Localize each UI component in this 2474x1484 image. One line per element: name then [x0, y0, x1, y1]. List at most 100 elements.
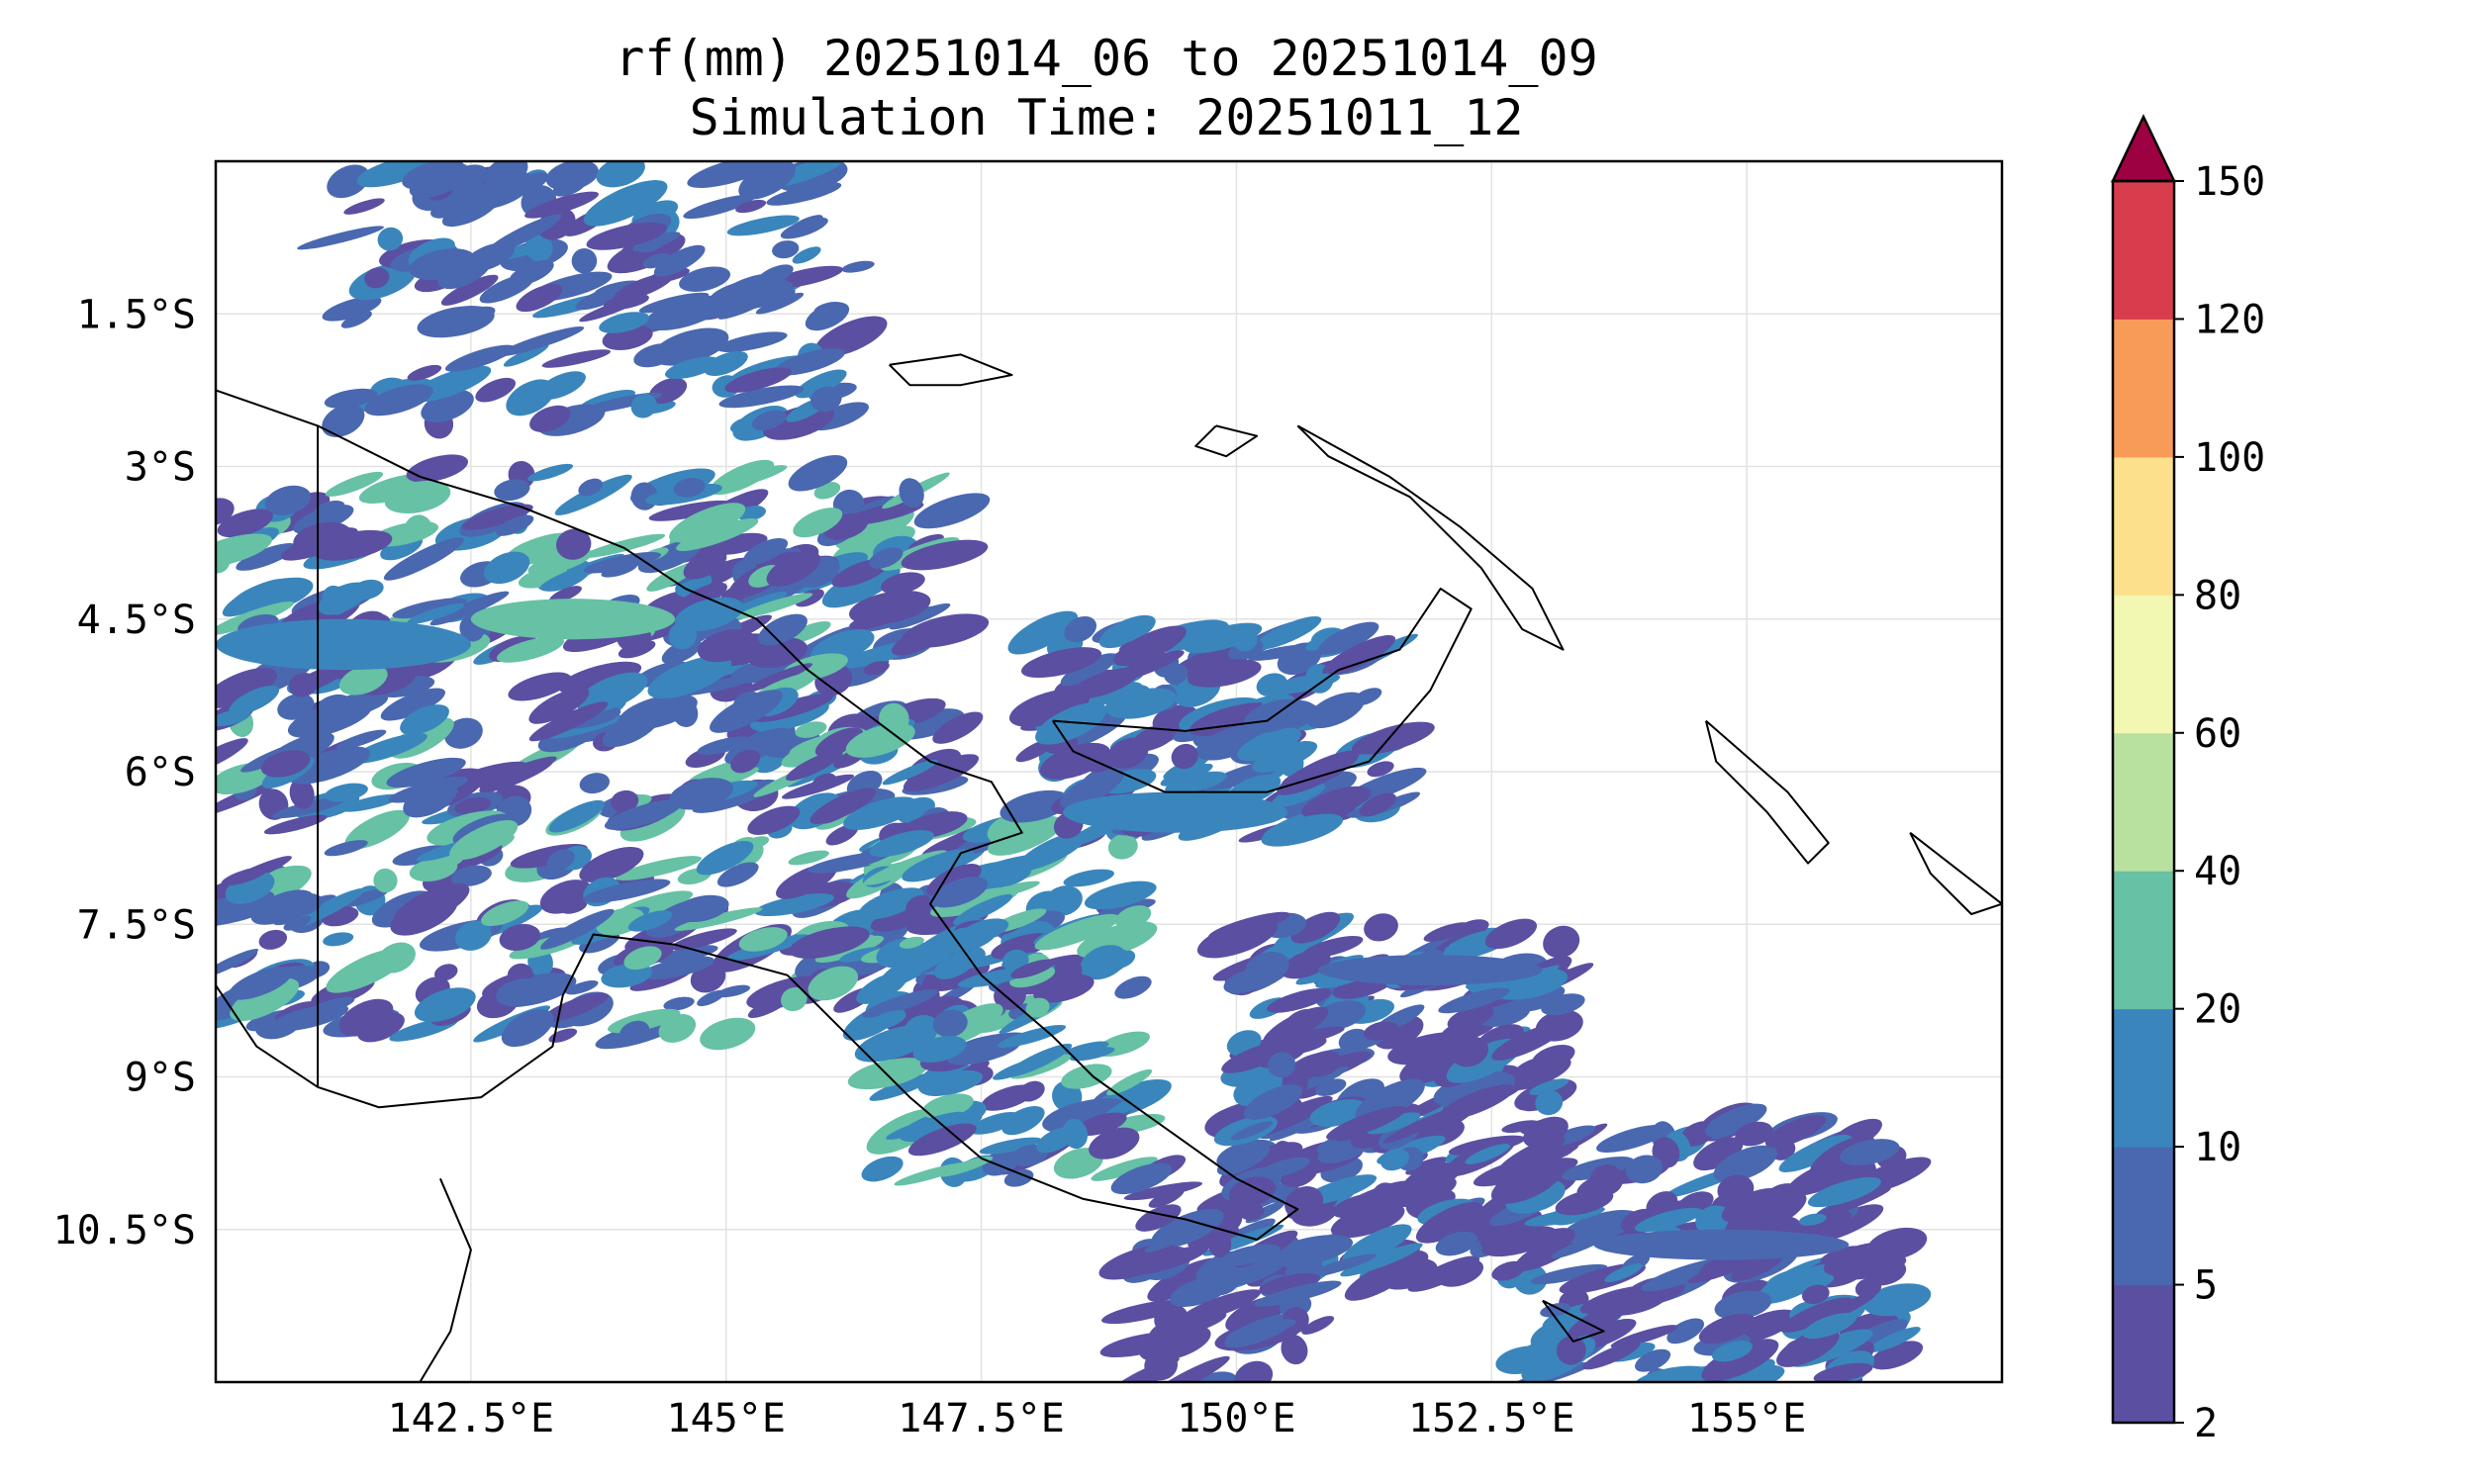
rain-patch	[668, 621, 697, 650]
rain-patch	[1355, 1078, 1425, 1122]
rain-patch	[1301, 1316, 1335, 1335]
rain-patch	[461, 504, 533, 530]
lat-tick-label: 4.5°S	[77, 598, 196, 643]
rain-patch	[433, 964, 458, 981]
rain-patch	[337, 888, 389, 908]
rain-patch	[1415, 1202, 1483, 1244]
rain-patch	[795, 721, 827, 738]
rain-patch	[1265, 673, 1341, 695]
rain-patch	[1435, 1231, 1477, 1256]
rain-patch	[751, 410, 787, 431]
rain-patch	[1237, 727, 1301, 762]
rain-patch	[1596, 1124, 1669, 1153]
rain-patch	[1340, 1243, 1423, 1277]
rain-patch	[1863, 1283, 1932, 1317]
rain-patch	[323, 932, 354, 947]
rain-patch	[586, 222, 667, 250]
rain-patch	[1556, 1336, 1586, 1365]
rain-patch	[1060, 769, 1124, 808]
rain-patch	[475, 377, 516, 403]
rain-patch	[640, 956, 714, 980]
colorbar-segment	[2113, 871, 2174, 1010]
rain-patch	[499, 924, 541, 952]
rain-patch	[690, 963, 726, 993]
rain-patch	[340, 793, 401, 812]
rain-patch	[843, 796, 917, 830]
colorbar-tick-label: 80	[2194, 573, 2241, 618]
lon-tick-label: 142.5°E	[388, 1396, 555, 1441]
rain-patch	[841, 260, 875, 273]
rain-patch	[1801, 1284, 1830, 1305]
rain-patch	[494, 479, 530, 502]
rain-band	[1593, 1229, 1850, 1260]
rain-patch	[358, 1015, 389, 1036]
rain-patch	[905, 894, 932, 917]
rain-patch	[318, 694, 351, 714]
rain-patch	[1216, 1144, 1271, 1175]
rain-patch	[293, 504, 354, 534]
rain-patch	[899, 936, 924, 949]
rain-patch	[886, 1111, 963, 1140]
rain-patch	[454, 796, 492, 815]
rain-patch	[429, 591, 510, 626]
rain-patch	[1196, 919, 1278, 959]
rain-patch	[1091, 1157, 1158, 1181]
rain-patch	[524, 191, 599, 219]
rain-patch	[552, 176, 587, 197]
rain-patch	[565, 979, 599, 995]
rain-patch	[1351, 721, 1435, 755]
rain-patch	[1266, 1235, 1354, 1267]
rain-patch	[1148, 1317, 1201, 1348]
rain-patch	[1779, 1297, 1854, 1333]
rain-patch	[1097, 898, 1156, 918]
rain-patch	[795, 589, 824, 607]
rain-patch	[404, 514, 432, 541]
rain-patch	[1061, 1064, 1112, 1089]
rain-patch	[1451, 1036, 1489, 1067]
rain-patch	[498, 325, 585, 356]
colorbar-segment	[2113, 456, 2174, 596]
rain-patch	[260, 750, 311, 778]
rain-patch	[902, 613, 990, 648]
rain-patch	[400, 704, 449, 735]
rain-patch	[1001, 1105, 1045, 1136]
lat-tick-label: 7.5°S	[77, 902, 196, 948]
rain-patch	[229, 686, 280, 715]
rain-patch	[1576, 1172, 1619, 1198]
rain-patch	[781, 653, 848, 682]
colorbar-frame	[2111, 179, 2176, 1425]
rain-patch	[1364, 913, 1398, 942]
rain-patch	[957, 968, 1030, 988]
colorbar-tick-label: 10	[2194, 1125, 2241, 1170]
rain-patch	[1171, 743, 1198, 770]
rain-patch	[1123, 1181, 1203, 1201]
rain-patch	[578, 478, 603, 497]
rain-patch	[825, 824, 859, 846]
rain-patch	[744, 663, 813, 693]
rain-patch	[730, 749, 761, 774]
rain-patch	[1230, 1121, 1274, 1141]
rain-patch	[1160, 763, 1213, 787]
rain-patch	[1231, 623, 1258, 652]
rain-patch	[1635, 1207, 1703, 1233]
rain-patch	[216, 668, 277, 708]
rain-patch	[1228, 1176, 1277, 1207]
rain-patch	[1457, 1257, 1483, 1280]
rain-patch	[738, 161, 797, 200]
rain-patch	[1798, 1213, 1827, 1226]
rain-patch	[1342, 1224, 1412, 1264]
rain-patch	[669, 503, 746, 543]
rain-patch	[1271, 783, 1326, 807]
rain-patch	[674, 907, 763, 931]
rain-patch	[861, 988, 938, 1018]
colorbar-tick-label: 40	[2194, 849, 2241, 894]
rain-band	[470, 599, 676, 640]
rain-patch	[772, 240, 800, 259]
rain-patch	[364, 267, 390, 289]
colorbar-tick-label: 120	[2194, 297, 2265, 342]
rain-patch	[1711, 1341, 1754, 1362]
rain-patch	[932, 1009, 968, 1038]
rain-patch	[913, 493, 991, 529]
rainfall-field	[216, 161, 1932, 1382]
